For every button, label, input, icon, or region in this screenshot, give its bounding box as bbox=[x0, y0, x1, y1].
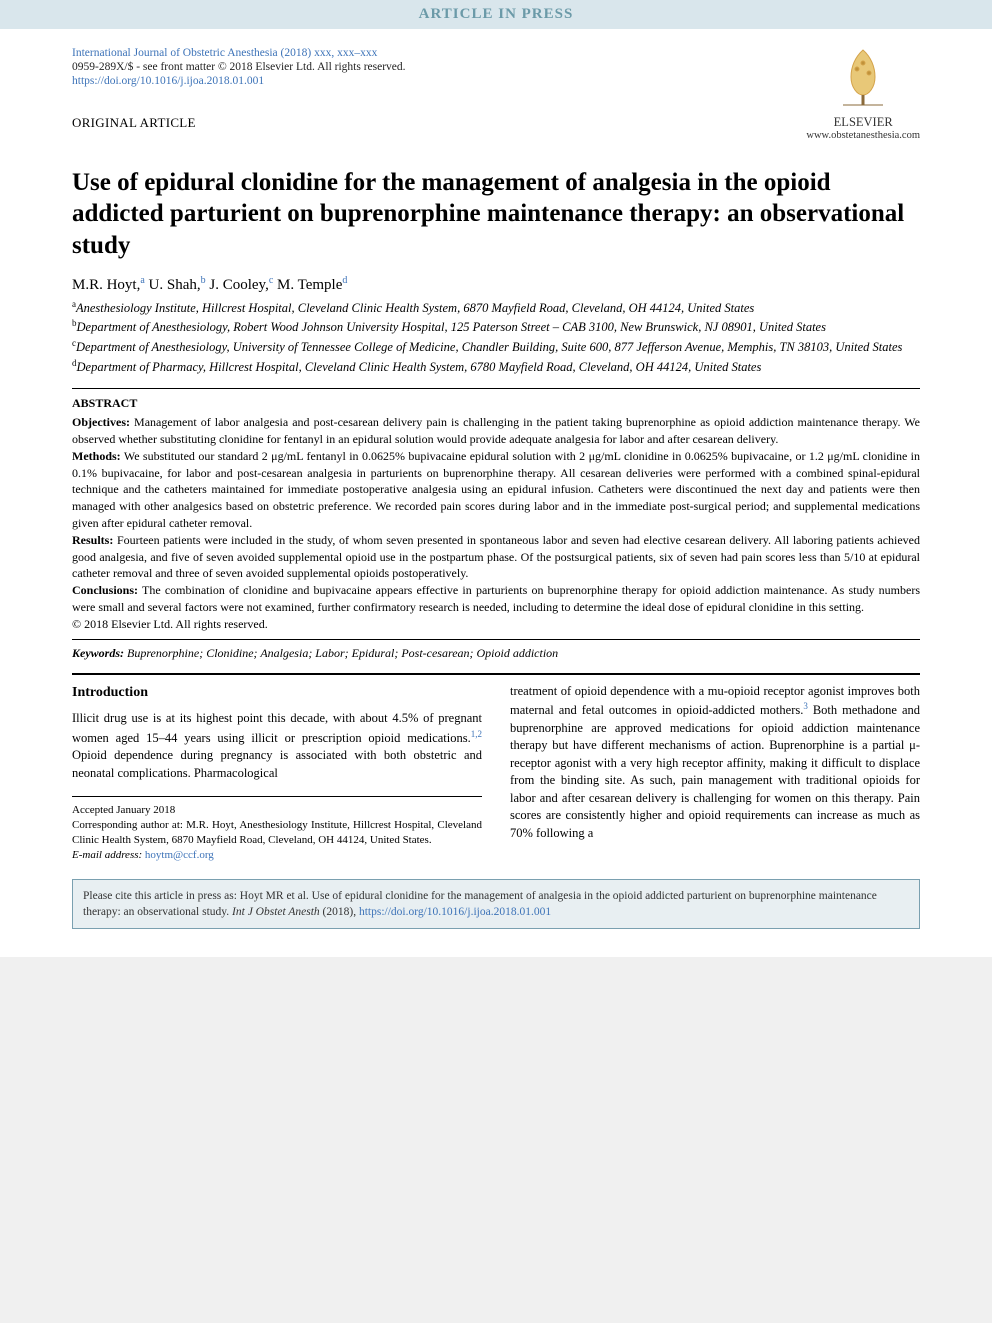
article-in-press-banner: ARTICLE IN PRESS bbox=[0, 0, 992, 29]
intro-paragraph-1: Illicit drug use is at its highest point… bbox=[72, 710, 482, 782]
divider bbox=[72, 673, 920, 675]
article-title: Use of epidural clonidine for the manage… bbox=[72, 167, 920, 261]
divider bbox=[72, 639, 920, 640]
publisher-url: www.obstetanesthesia.com bbox=[806, 130, 920, 141]
author-name: M.R. Hoyt, bbox=[72, 277, 140, 293]
doi-link[interactable]: https://doi.org/10.1016/j.ijoa.2018.01.0… bbox=[72, 75, 264, 87]
body-column-left: Introduction Illicit drug use is at its … bbox=[72, 683, 482, 863]
publisher-name: ELSEVIER bbox=[806, 115, 920, 130]
objectives-label: Objectives: bbox=[72, 415, 130, 429]
author-affil-link[interactable]: d bbox=[342, 275, 347, 286]
affiliation-line: cDepartment of Anesthesiology, Universit… bbox=[72, 337, 920, 357]
citation-notice-box: Please cite this article in press as: Ho… bbox=[72, 879, 920, 929]
email-label: E-mail address: bbox=[72, 849, 142, 861]
conclusions-label: Conclusions: bbox=[72, 583, 138, 597]
journal-citation: International Journal of Obstetric Anest… bbox=[72, 45, 806, 61]
author-name: U. Shah, bbox=[145, 277, 201, 293]
introduction-heading: Introduction bbox=[72, 683, 482, 703]
corresponding-email-link[interactable]: hoytm@ccf.org bbox=[145, 849, 214, 861]
elsevier-logo-icon bbox=[833, 45, 893, 110]
accepted-date: Accepted January 2018 bbox=[72, 803, 482, 818]
affiliation-line: aAnesthesiology Institute, Hillcrest Hos… bbox=[72, 298, 920, 318]
conclusions-text: The combination of clonidine and bupivac… bbox=[72, 583, 920, 614]
cite-doi-link[interactable]: https://doi.org/10.1016/j.ijoa.2018.01.0… bbox=[359, 906, 551, 918]
methods-label: Methods: bbox=[72, 449, 121, 463]
affiliations-block: aAnesthesiology Institute, Hillcrest Hos… bbox=[72, 298, 920, 377]
divider bbox=[72, 388, 920, 389]
author-name: J. Cooley, bbox=[206, 277, 269, 293]
abstract-copyright: © 2018 Elsevier Ltd. All rights reserved… bbox=[72, 616, 920, 633]
cite-journal: Int J Obstet Anesth bbox=[232, 906, 320, 918]
abstract-heading: ABSTRACT bbox=[72, 395, 920, 412]
corresponding-author: Corresponding author at: M.R. Hoyt, Anes… bbox=[72, 818, 482, 848]
keywords-label: Keywords: bbox=[72, 646, 124, 660]
author-name: M. Temple bbox=[273, 277, 342, 293]
results-label: Results: bbox=[72, 533, 113, 547]
citation-ref[interactable]: 1,2 bbox=[471, 729, 482, 739]
article-type-label: ORIGINAL ARTICLE bbox=[72, 115, 806, 131]
results-text: Fourteen patients were included in the s… bbox=[72, 533, 920, 581]
methods-text: We substituted our standard 2 μg/mL fent… bbox=[72, 449, 920, 530]
author-list: M.R. Hoyt,a U. Shah,b J. Cooley,c M. Tem… bbox=[72, 275, 920, 294]
copyright-line: 0959-289X/$ - see front matter © 2018 El… bbox=[72, 61, 806, 73]
abstract-block: ABSTRACT Objectives: Management of labor… bbox=[72, 395, 920, 632]
correspondence-block: Accepted January 2018 Corresponding auth… bbox=[72, 796, 482, 862]
body-column-right: treatment of opioid dependence with a mu… bbox=[510, 683, 920, 863]
affiliation-line: dDepartment of Pharmacy, Hillcrest Hospi… bbox=[72, 357, 920, 377]
keywords-text: Buprenorphine; Clonidine; Analgesia; Lab… bbox=[124, 646, 558, 660]
keywords-block: Keywords: Buprenorphine; Clonidine; Anal… bbox=[72, 646, 920, 661]
affiliation-line: bDepartment of Anesthesiology, Robert Wo… bbox=[72, 317, 920, 337]
intro-paragraph-2: treatment of opioid dependence with a mu… bbox=[510, 683, 920, 843]
cite-year: (2018), bbox=[320, 906, 359, 918]
objectives-text: Management of labor analgesia and post-c… bbox=[72, 415, 920, 446]
